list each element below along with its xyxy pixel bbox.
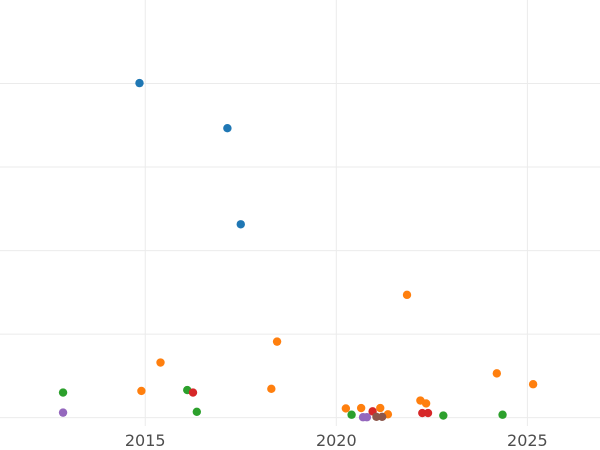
data-point — [528, 380, 538, 389]
data-point — [498, 410, 507, 419]
data-point — [192, 407, 202, 416]
data-point — [492, 369, 502, 378]
data-point — [341, 404, 351, 413]
x-tick-label: 2020 — [316, 431, 357, 450]
data-point — [135, 78, 144, 88]
data-point — [439, 411, 448, 420]
data-point — [421, 399, 431, 408]
data-point — [236, 220, 245, 229]
data-point — [402, 290, 412, 300]
x-tick-label: 2015 — [125, 431, 166, 450]
data-point — [377, 412, 387, 422]
data-point — [356, 403, 366, 413]
data-point — [137, 386, 146, 396]
x-tick-label: 2025 — [507, 431, 548, 450]
data-point — [58, 408, 68, 417]
data-point — [58, 388, 68, 397]
data-point — [272, 337, 282, 346]
data-point — [156, 358, 165, 367]
data-point — [362, 413, 372, 422]
data-point — [347, 410, 356, 419]
data-point — [223, 124, 232, 133]
data-point — [267, 384, 276, 394]
data-point — [423, 408, 433, 418]
data-point — [376, 403, 385, 413]
grid-layer — [0, 0, 600, 426]
points-layer — [58, 78, 538, 422]
data-point — [188, 388, 198, 397]
x-axis-tick-labels: 2015 2020 2025 — [125, 431, 548, 450]
